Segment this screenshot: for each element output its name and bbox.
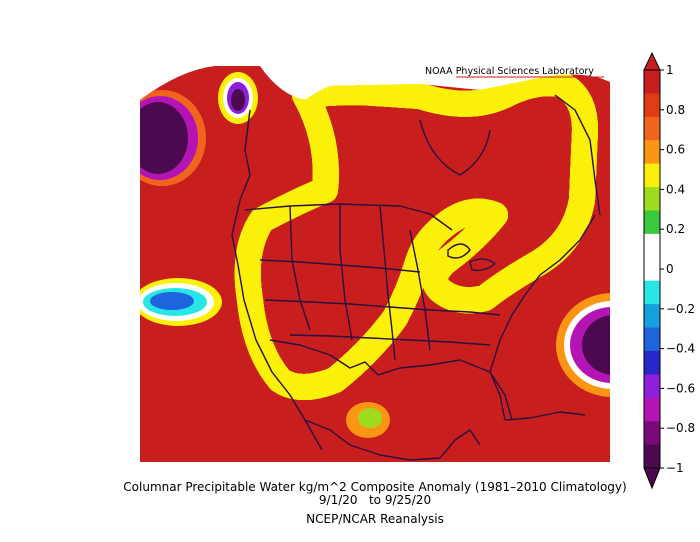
- colorbar-segment: [644, 70, 660, 94]
- continental-negative-anomaly: [248, 83, 598, 387]
- colorbar: 1 0.8 0.6 0.4 0.2 0 −0.2 −0.4 −0.6 −0.8 −1: [643, 51, 695, 490]
- colorbar-segment: [644, 163, 660, 188]
- figure-title: Columnar Precipitable Water kg/m^2 Compo…: [123, 480, 627, 494]
- colorbar-tick-label: 0.8: [666, 103, 685, 117]
- colorbar-tick-label: −0.2: [666, 302, 695, 316]
- mexico-green-spot: [346, 402, 390, 438]
- colorbar-segment: [644, 304, 660, 329]
- colorbar-segment: [644, 374, 660, 399]
- atlantic-negative-blob: [556, 293, 610, 397]
- colorbar-tick-label: 0: [666, 262, 674, 276]
- colorbar-tick-label: 0.2: [666, 222, 685, 236]
- country-and-state-borders: [231, 94, 601, 461]
- colorbar-segment: [644, 421, 660, 446]
- colorbar-segment: [644, 233, 660, 258]
- colorbar-segment: [644, 93, 660, 118]
- colorbar-segment: [644, 444, 660, 469]
- pacific-negative-blob: [140, 90, 206, 186]
- colorbar-top-arrow: [643, 51, 661, 71]
- colorbar-tick-label: −0.6: [666, 381, 695, 395]
- colorbar-ticks: 1 0.8 0.6 0.4 0.2 0 −0.2 −0.4 −0.6 −0.8 −1: [660, 63, 695, 475]
- colorbar-segments: [644, 70, 660, 469]
- date-range: 9/1/20 to 9/25/20: [318, 493, 432, 507]
- map-field: [140, 66, 610, 462]
- colorbar-segment: [644, 140, 660, 165]
- colorbar-tick-label: −1: [666, 461, 684, 475]
- colorbar-segment: [644, 280, 660, 305]
- colorbar-tick-label: −0.8: [666, 421, 695, 435]
- colorbar-segment: [644, 327, 660, 352]
- pacific-blue-pocket: [140, 278, 222, 326]
- colorbar-tick-label: −0.4: [666, 342, 695, 356]
- colorbar-segment: [644, 116, 660, 141]
- northwest-coastal-pockets: [218, 72, 258, 124]
- colorbar-tick-label: 0.4: [666, 182, 685, 196]
- data-source: NCEP/NCAR Reanalysis: [306, 512, 444, 526]
- colorbar-segment: [644, 350, 660, 375]
- colorbar-tick-label: 0.6: [666, 143, 685, 157]
- colorbar-segment: [644, 257, 660, 282]
- lab-credit: NOAA Physical Sciences Laboratory: [425, 66, 594, 77]
- colorbar-segment: [644, 397, 660, 422]
- colorbar-segment: [644, 187, 660, 211]
- colorbar-tick-label: 1: [666, 63, 674, 77]
- colorbar-segment: [644, 210, 660, 235]
